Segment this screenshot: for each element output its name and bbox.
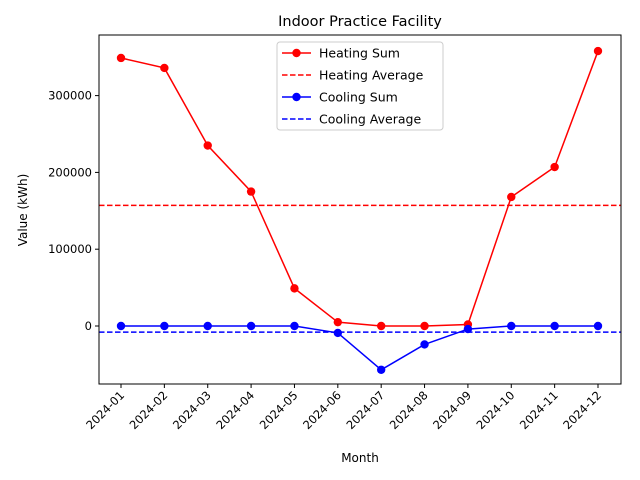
x-axis-label: Month [341, 451, 379, 465]
cooling-sum-point [290, 321, 299, 331]
heating-sum-point [420, 321, 429, 331]
legend-label-cooling-average: Cooling Average [319, 112, 421, 127]
heating-sum-point [333, 317, 343, 327]
heating-sum-point [116, 53, 126, 63]
legend-label-cooling-sum: Cooling Sum [319, 90, 398, 105]
legend-label-heating-sum: Heating Sum [319, 46, 400, 61]
y-tick-label: 200000 [48, 165, 92, 179]
cooling-sum-point [420, 340, 429, 349]
heating-sum-point [550, 162, 559, 172]
y-axis-label: Value (kWh) [16, 174, 30, 247]
heating-sum-point [203, 141, 212, 150]
heating-sum-point [507, 192, 516, 202]
y-tick-label: 100000 [48, 242, 92, 256]
legend-marker-cooling-sum [292, 92, 301, 102]
cooling-sum-point [116, 321, 126, 331]
heating-sum-point [290, 284, 299, 293]
cooling-sum-point [593, 321, 603, 331]
cooling-sum-point [550, 321, 559, 331]
cooling-sum-point [246, 321, 256, 331]
cooling-sum-point [463, 324, 473, 334]
heating-sum-point [160, 63, 169, 73]
legend-marker-heating-sum [292, 48, 301, 58]
cooling-sum-point [507, 321, 516, 331]
cooling-sum-line [121, 325, 598, 371]
heating-sum-point [376, 321, 386, 331]
chart-title: Indoor Practice Facility [278, 14, 442, 30]
legend-box [276, 41, 444, 131]
cooling-sum-point [160, 321, 169, 331]
cooling-sum-point [376, 365, 386, 374]
axes-frame [98, 34, 622, 385]
cooling-sum-point [203, 321, 212, 331]
heating-sum-point [593, 46, 603, 56]
cooling-sum-point [333, 328, 343, 338]
legend-label-heating-average: Heating Average [319, 68, 424, 83]
heating-sum-point [246, 187, 256, 196]
y-tick-label: 0 [85, 319, 92, 333]
heating-sum-line [120, 50, 599, 327]
legend: Heating Sum Heating Average Cooling Sum Coo… [276, 41, 444, 131]
y-tick-label: 300000 [48, 89, 92, 103]
